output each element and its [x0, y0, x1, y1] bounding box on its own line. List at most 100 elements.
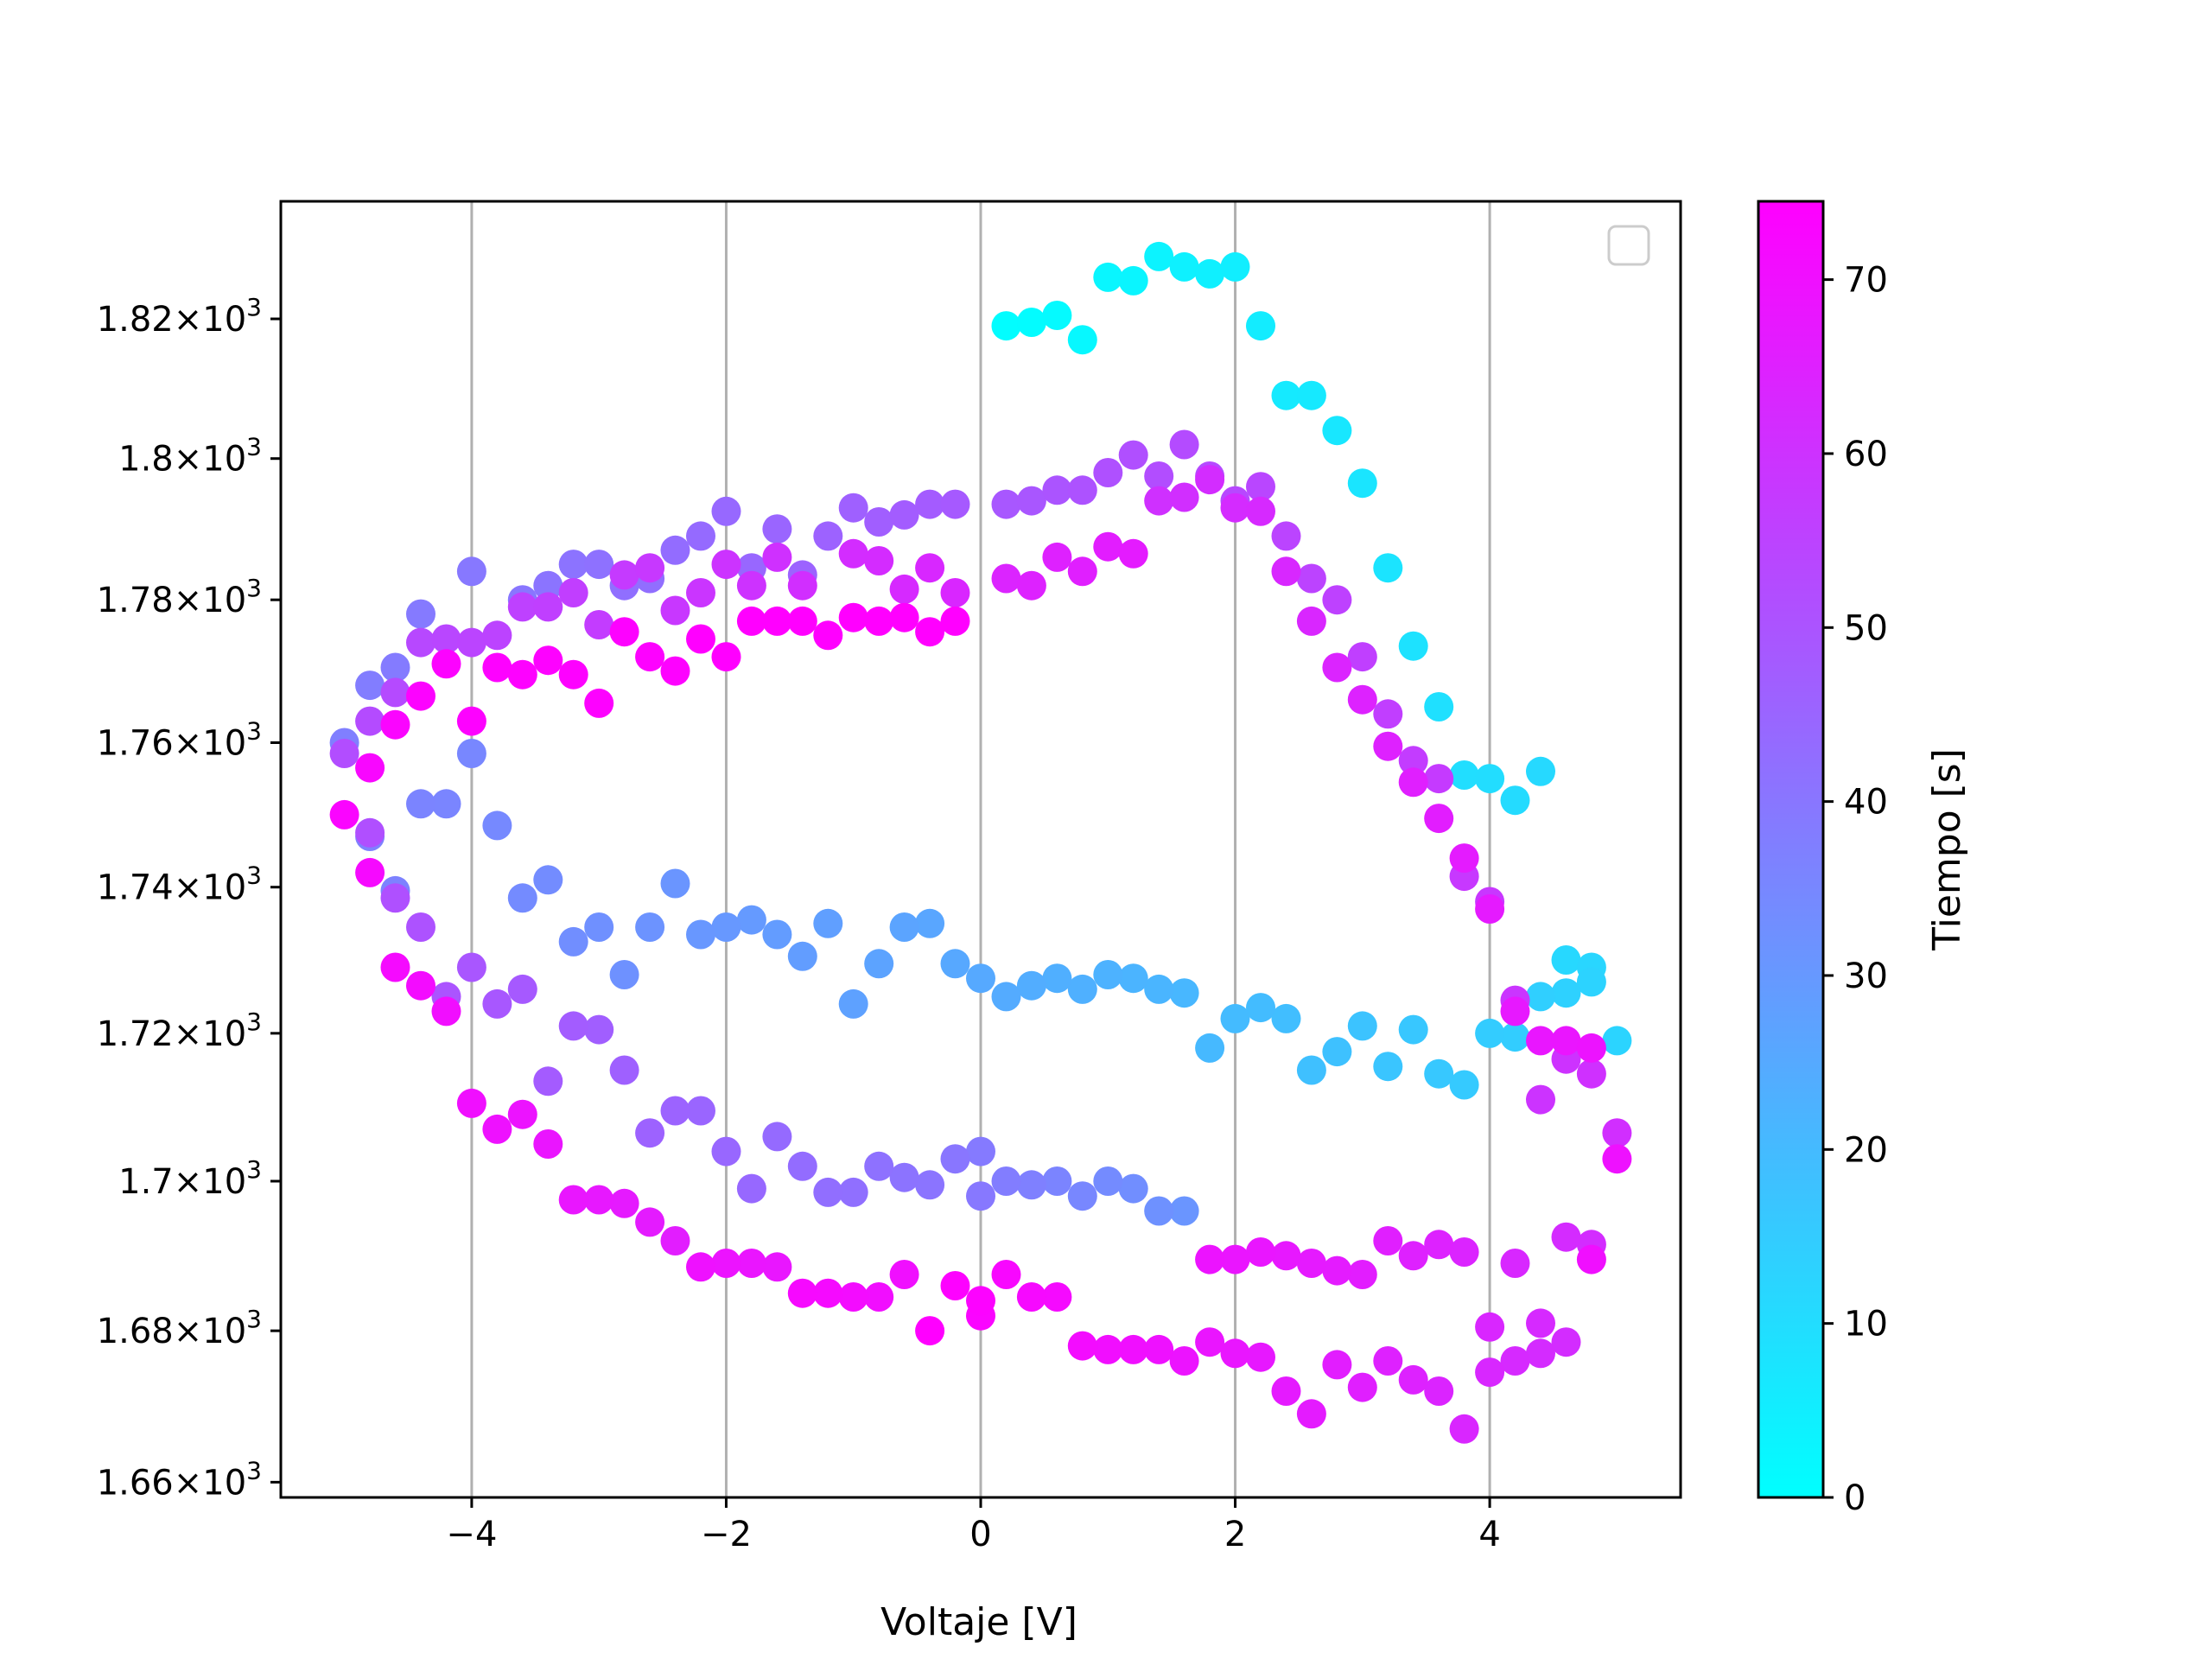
data-point: [991, 563, 1021, 594]
data-point: [838, 1282, 868, 1312]
data-point: [889, 602, 919, 632]
data-point: [1246, 1342, 1275, 1372]
data-point: [889, 1260, 919, 1289]
colorbar-axis: 0 10 20 30 40 50 60 70: [1823, 261, 1888, 1518]
data-point: [813, 908, 843, 938]
data-point: [762, 1252, 792, 1282]
data-point: [762, 542, 792, 572]
data-point: [1144, 974, 1174, 1004]
data-point: [533, 1129, 563, 1159]
data-point: [736, 1249, 766, 1278]
colorbar-label: Tiempo [s]: [1925, 748, 1969, 951]
colorbar-tick-label: 40: [1844, 783, 1888, 823]
data-point: [1322, 1350, 1352, 1380]
data-point: [813, 1177, 843, 1207]
data-point: [1093, 960, 1123, 989]
data-point: [1118, 1334, 1148, 1364]
data-point: [838, 538, 868, 569]
data-point: [1144, 486, 1174, 516]
data-point: [558, 550, 588, 580]
data-point: [660, 1226, 690, 1255]
colorbar-tick-label: 70: [1844, 261, 1888, 301]
data-point: [1475, 1312, 1505, 1342]
data-point: [1042, 301, 1072, 330]
colorbar-tick-label: 20: [1844, 1130, 1888, 1170]
data-point: [736, 606, 766, 636]
data-point: [1551, 1222, 1581, 1252]
data-point: [533, 645, 563, 676]
data-point: [431, 996, 461, 1027]
data-point: [1373, 1346, 1403, 1376]
data-point: [1347, 468, 1377, 499]
data-point: [355, 671, 385, 701]
data-point: [991, 489, 1021, 519]
y-axis: 1.66×103 1.68×103 1.7×103 1.72×103 1.74×103 1…: [97, 293, 281, 1503]
data-point: [787, 1151, 817, 1181]
data-point: [1016, 570, 1046, 601]
data-point: [1067, 1331, 1097, 1361]
data-point: [355, 706, 385, 736]
x-tick-label: −2: [701, 1515, 752, 1554]
data-point: [966, 1136, 995, 1166]
data-point: [406, 789, 435, 819]
data-point: [1144, 1196, 1174, 1226]
data-point: [584, 912, 614, 942]
data-point: [889, 1162, 919, 1192]
data-point: [711, 642, 741, 672]
data-point: [1169, 251, 1199, 282]
data-point: [1093, 262, 1123, 292]
data-point: [380, 883, 410, 913]
data-point: [660, 595, 690, 626]
data-point: [1526, 1084, 1555, 1115]
data-point: [1246, 496, 1275, 526]
data-point: [1551, 1327, 1581, 1357]
data-point: [1220, 1003, 1250, 1033]
data-point: [558, 578, 588, 607]
data-point: [507, 974, 537, 1004]
data-point: [1093, 1166, 1123, 1196]
data-point: [584, 550, 614, 580]
data-point: [1118, 1173, 1148, 1204]
data-point: [889, 499, 919, 530]
data-point: [940, 578, 970, 607]
data-point: [380, 952, 410, 982]
data-point: [1449, 843, 1479, 874]
gridlines: [470, 201, 1491, 1497]
data-point: [991, 311, 1021, 341]
data-point: [1271, 1003, 1301, 1033]
data-point: [1016, 308, 1046, 337]
data-point: [686, 1252, 715, 1282]
x-tick-label: 0: [969, 1515, 991, 1554]
data-point: [1296, 563, 1326, 594]
data-point: [1246, 472, 1275, 502]
data-point: [813, 1278, 843, 1308]
data-point: [1475, 764, 1505, 794]
data-point: [1602, 1026, 1632, 1056]
data-point: [838, 988, 868, 1019]
data-point: [1067, 556, 1097, 587]
data-point: [584, 1185, 614, 1215]
data-point: [1220, 1338, 1250, 1369]
colorbar-tick-label: 30: [1844, 957, 1888, 996]
data-point: [1322, 416, 1352, 446]
data-point: [355, 857, 385, 887]
y-tick-label: 1.68×103: [97, 1305, 262, 1351]
data-point: [1016, 486, 1046, 516]
data-point: [1093, 531, 1123, 562]
data-point: [609, 1188, 639, 1218]
data-point: [1246, 1237, 1275, 1267]
data-point: [1398, 1241, 1428, 1271]
data-point: [1551, 978, 1581, 1008]
data-point: [762, 1122, 792, 1152]
data-point: [1271, 521, 1301, 551]
data-point: [940, 1144, 970, 1174]
data-point: [635, 553, 665, 583]
data-point: [915, 1170, 945, 1200]
data-point: [838, 1177, 868, 1207]
data-point: [1424, 764, 1454, 794]
data-point: [635, 642, 665, 672]
legend-box: [1607, 225, 1650, 266]
data-point: [1424, 1230, 1454, 1260]
y-tick-label: 1.72×103: [97, 1007, 262, 1054]
data-point: [1576, 967, 1606, 997]
